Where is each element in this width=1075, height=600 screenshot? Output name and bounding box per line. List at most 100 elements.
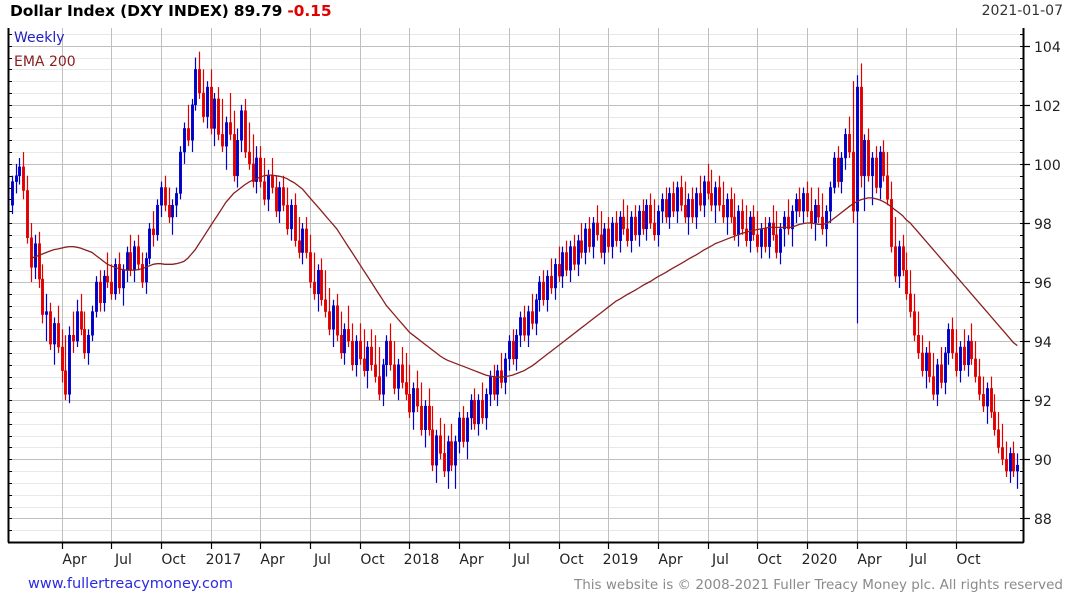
candle-body [672, 193, 675, 212]
candle-body [275, 187, 278, 212]
candle-body [951, 329, 954, 354]
candle-body [882, 151, 885, 176]
candle-body [527, 311, 530, 336]
candle-body [902, 246, 905, 271]
candle-body [206, 86, 209, 117]
candle-body [691, 199, 694, 218]
copyright-notice: This website is © 2008-2021 Fuller Treac… [574, 577, 1063, 593]
candle-body [114, 264, 117, 295]
candle-body [837, 157, 840, 182]
candle-body [600, 234, 603, 253]
candle-body [443, 453, 446, 472]
candle-body [137, 246, 140, 265]
candle-body [83, 329, 86, 354]
candle-body [722, 204, 725, 218]
candle-body [34, 243, 37, 268]
price-chart[interactable]: 88 90 92 94 96 98 100 102 104 Apr Jul Oct 2017 Apr Jul… [0, 26, 1075, 572]
candle-body [730, 199, 733, 218]
candle-body [271, 175, 274, 188]
candle-body [707, 181, 710, 194]
candle-body [38, 243, 41, 280]
candle-body [240, 110, 243, 141]
candle-body [886, 175, 889, 200]
x-tick-label: Oct [161, 552, 186, 568]
candle-body [825, 210, 828, 230]
site-url[interactable]: www.fullertreacymoney.com [28, 576, 233, 592]
candle-body [718, 187, 721, 206]
candle-body [15, 175, 18, 182]
candle-body [1009, 453, 1012, 472]
candle-body [963, 346, 966, 366]
candle-body [80, 311, 83, 330]
candle-body [584, 228, 587, 253]
candle-body [928, 352, 931, 377]
x-tick-label: Jul [114, 552, 132, 568]
candle-body [684, 204, 687, 218]
minor-gridlines [8, 34, 1023, 543]
candle-body [905, 269, 908, 295]
candle-body [405, 382, 408, 395]
candle-body [340, 334, 343, 354]
chart-area[interactable]: 88 90 92 94 96 98 100 102 104 Apr Jul Oct 2017 Apr Jul… [0, 26, 1075, 572]
chart-legend: Weekly EMA 200 [14, 30, 76, 70]
x-tick-label: Jul [711, 552, 729, 568]
candlestick-series[interactable] [11, 51, 1019, 489]
candle-body [431, 429, 434, 466]
candle-body [668, 193, 671, 218]
candle-body [366, 346, 369, 371]
candle-body [389, 340, 392, 366]
candle-body [363, 358, 366, 371]
candle-body [294, 204, 297, 241]
candle-body [103, 275, 106, 303]
candle-body [795, 199, 798, 212]
candle-body [596, 222, 599, 236]
candle-body [1012, 453, 1015, 472]
candle-body [217, 98, 220, 135]
indicator-label: EMA 200 [14, 54, 76, 70]
candle-body [359, 340, 362, 360]
candle-body [611, 222, 614, 247]
candle-body [523, 317, 526, 336]
candle-body [626, 228, 629, 241]
candle-body [821, 216, 824, 230]
candle-body [30, 237, 33, 268]
candle-body [420, 405, 423, 430]
candle-body [171, 204, 174, 218]
candle-body [642, 210, 645, 230]
candle-body [466, 417, 469, 442]
candle-body [622, 216, 625, 230]
candle-body [332, 305, 335, 330]
candle-body [22, 166, 25, 191]
candle-body [932, 376, 935, 395]
x-tick-label: 2018 [404, 552, 440, 568]
candle-body [814, 204, 817, 224]
x-tick-label: Apr [260, 552, 284, 568]
candle-body [986, 388, 989, 407]
candle-body [512, 340, 515, 360]
candle-body [61, 346, 64, 371]
candle-body [106, 275, 109, 283]
candle-body [397, 364, 400, 389]
instrument-name: Dollar Index (DXY INDEX) [10, 2, 229, 20]
y-tick-label: 102 [1034, 99, 1061, 115]
candle-body [68, 334, 71, 395]
candle-body [993, 411, 996, 430]
candle-body [76, 311, 79, 342]
candle-body [810, 210, 813, 224]
candle-body [343, 329, 346, 354]
candle-body [489, 376, 492, 395]
candle-body [416, 388, 419, 407]
candle-body [148, 228, 151, 259]
candle-body [187, 128, 190, 141]
candle-body [145, 258, 148, 283]
candle-body [798, 199, 801, 212]
candle-body [760, 228, 763, 247]
candle-body [328, 311, 331, 330]
candle-body [336, 305, 339, 336]
candle-body [687, 199, 690, 218]
candle-body [940, 364, 943, 383]
x-tick-label: Apr [658, 552, 682, 568]
candle-body [152, 228, 155, 236]
candle-body [408, 394, 411, 413]
candle-body [909, 293, 912, 312]
